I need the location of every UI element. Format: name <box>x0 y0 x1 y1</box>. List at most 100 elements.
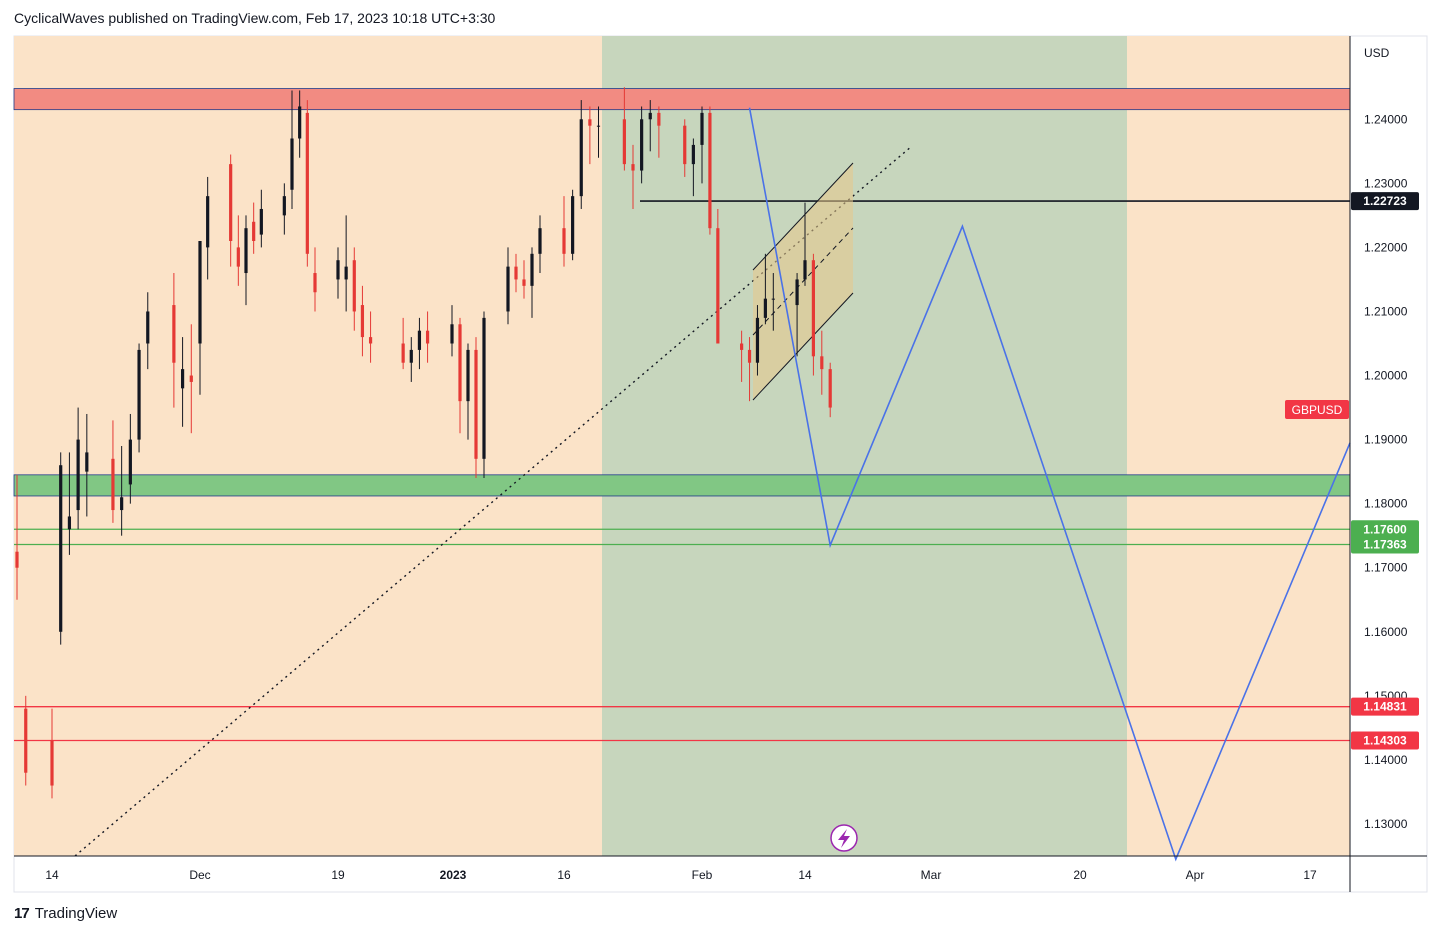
candle-body <box>298 106 302 139</box>
candle-body <box>828 369 832 408</box>
candle-body <box>146 311 150 344</box>
candle-body <box>313 273 317 293</box>
candle-body <box>111 458 115 511</box>
time-tick: 19 <box>331 868 345 882</box>
footer: 17 TradingView <box>14 905 117 922</box>
candle-body <box>631 164 635 171</box>
candle-body <box>795 279 799 306</box>
candle-body <box>59 465 63 632</box>
time-tick: Mar <box>921 868 942 882</box>
candle-body <box>530 253 534 286</box>
candle-body <box>522 279 526 286</box>
candle-body <box>811 260 815 357</box>
candle-body <box>579 119 583 197</box>
candle-body <box>50 740 54 786</box>
candle-body <box>244 228 248 274</box>
candle-body <box>120 497 124 511</box>
tradingview-logo-icon[interactable]: 17 <box>14 905 30 922</box>
candle-body <box>747 349 752 363</box>
candle-body <box>683 125 687 165</box>
time-tick: Apr <box>1186 868 1205 882</box>
channel-lower-line <box>752 292 854 401</box>
candle-body <box>236 247 240 267</box>
time-tick: 20 <box>1073 868 1087 882</box>
candle-body <box>189 375 193 382</box>
time-axis-ticks: 14 Dec 19 2023 16 Feb 14 Mar 20 Apr 17 <box>45 868 1317 882</box>
candle-body <box>506 266 510 312</box>
channel-mid-line <box>752 227 854 336</box>
price-tick: 1.21000 <box>1364 304 1408 318</box>
candle-body <box>409 349 413 363</box>
candle-body <box>172 305 176 363</box>
candle-body <box>252 221 256 241</box>
candle-body <box>128 439 132 485</box>
candle-body <box>85 452 89 472</box>
candle-body <box>425 330 430 344</box>
candle-body <box>336 260 340 280</box>
candle-body <box>15 551 19 568</box>
candle-body <box>67 516 72 530</box>
projection-path <box>748 107 1351 862</box>
price-label: 1.17600 <box>1363 522 1407 536</box>
time-tick: Feb <box>692 868 713 882</box>
candle-body <box>206 196 210 248</box>
candle-body <box>708 112 712 229</box>
time-tick: 2023 <box>440 868 467 882</box>
time-tick: Dec <box>189 868 210 882</box>
price-tick: 1.24000 <box>1364 112 1408 126</box>
publisher-header: CyclicalWaves published on TradingView.c… <box>14 10 496 26</box>
candle-body <box>368 337 373 344</box>
price-label-box <box>1351 731 1419 750</box>
plot-background-right <box>1127 36 1350 856</box>
candle-body <box>562 228 566 254</box>
time-tick: 14 <box>45 868 59 882</box>
candle-body <box>657 112 661 126</box>
candle-body <box>640 119 644 171</box>
price-tick: 1.23000 <box>1364 176 1408 190</box>
candle-body <box>763 298 767 318</box>
green-time-zone <box>602 36 1127 856</box>
price-tick: 1.20000 <box>1364 369 1408 383</box>
price-label-box <box>1351 520 1419 539</box>
candle-body <box>482 317 486 459</box>
candle-body <box>198 241 202 344</box>
footer-brand[interactable]: TradingView <box>34 905 118 922</box>
candle-body <box>740 343 744 350</box>
candle-body <box>76 439 80 511</box>
candlestick-series <box>15 87 832 799</box>
candle-body <box>514 266 518 280</box>
price-tick: 1.18000 <box>1364 497 1408 511</box>
price-tick: 1.14000 <box>1364 753 1408 767</box>
candle-body <box>360 305 365 338</box>
currency-label: USD <box>1364 46 1390 60</box>
zone-resistance <box>13 88 1351 111</box>
time-tick: 14 <box>798 868 812 882</box>
candle-body <box>648 112 652 120</box>
price-tick: 1.17000 <box>1364 561 1408 575</box>
candle-body <box>622 119 626 165</box>
candle-body <box>458 324 462 402</box>
candle-body <box>596 125 601 127</box>
lightning-icon[interactable] <box>830 824 858 852</box>
candle-body <box>820 356 824 370</box>
candle-body <box>344 266 348 280</box>
symbol-label: GBPUSD <box>1292 403 1343 417</box>
price-label: 1.14831 <box>1363 700 1407 714</box>
price-axis-ticks: 1.24000 1.23000 1.22000 1.21000 1.20000 1.190… <box>1364 112 1408 831</box>
candle-body <box>450 324 454 344</box>
price-label-box <box>1351 535 1419 554</box>
candle-body <box>417 330 422 350</box>
time-tick: 16 <box>557 868 571 882</box>
candle-body <box>229 164 233 241</box>
candle-body <box>352 260 356 312</box>
candle-body <box>24 708 28 773</box>
horizontal-levels <box>14 200 1350 742</box>
candle-body <box>305 112 309 254</box>
candle-body <box>474 349 478 459</box>
candle-body <box>716 228 720 344</box>
price-label: 1.17363 <box>1363 537 1407 551</box>
candle-body <box>290 138 294 190</box>
price-tick: 1.16000 <box>1364 625 1408 639</box>
